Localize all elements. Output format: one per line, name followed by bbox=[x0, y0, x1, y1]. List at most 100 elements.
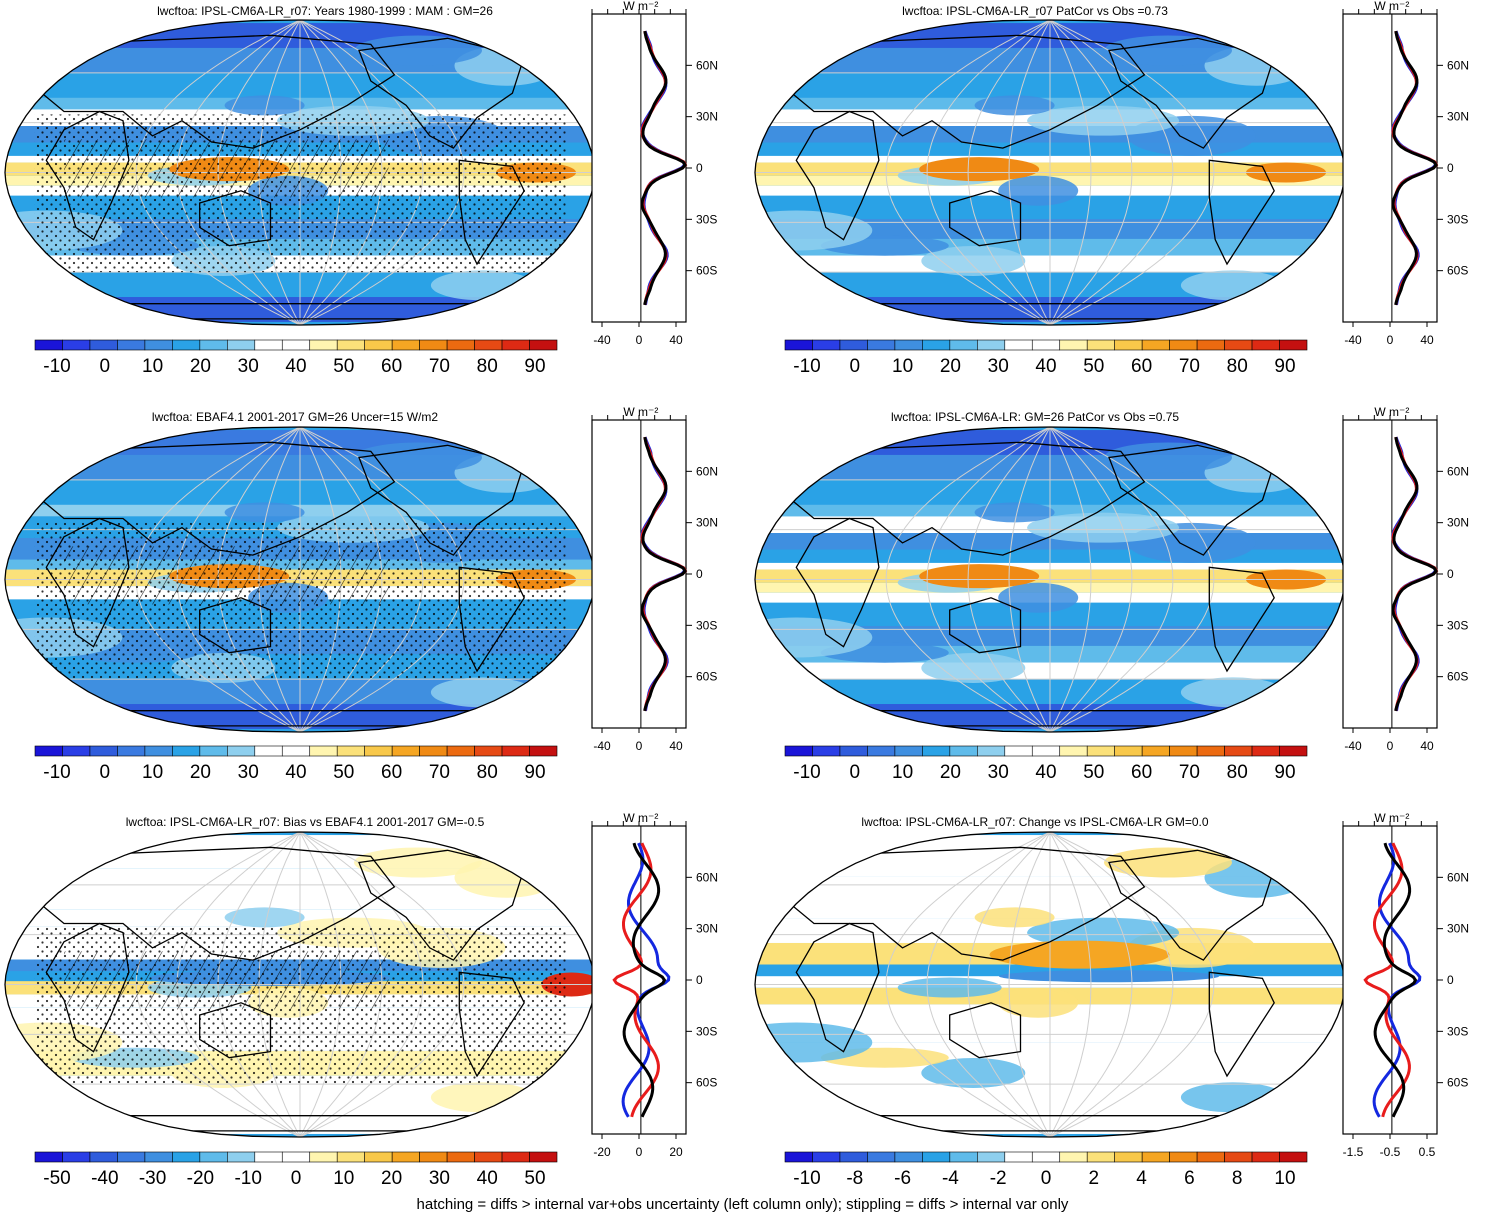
map-patch bbox=[5, 712, 146, 732]
colorbar-swatch bbox=[1031, 745, 1061, 757]
colorbar-label: 6 bbox=[1184, 1168, 1195, 1189]
colorbar-swatch bbox=[364, 745, 393, 757]
map-meridian bbox=[926, 20, 1051, 325]
colorbar-p3: -10 0 10 20 30 40 50 60 70 80 90 bbox=[34, 745, 558, 783]
map-patch bbox=[755, 1117, 896, 1137]
map-p3 bbox=[5, 427, 595, 732]
colorbar-p1: -10 0 10 20 30 40 50 60 70 80 90 bbox=[34, 339, 558, 377]
colorbar-label: 20 bbox=[940, 762, 961, 783]
colorbar-label: 90 bbox=[1274, 356, 1295, 377]
map-patch bbox=[354, 847, 482, 878]
map-p6 bbox=[755, 832, 1345, 1137]
colorbar-swatch bbox=[1169, 745, 1198, 757]
colorbar-p6: -10 -8 -6 -4 -2 0 2 4 6 8 10 bbox=[784, 1151, 1308, 1189]
map-patch bbox=[755, 71, 795, 91]
colorbar-swatch bbox=[309, 745, 338, 757]
colorbar-label: 40 bbox=[477, 1168, 498, 1189]
colorbar-swatch bbox=[117, 1151, 146, 1163]
colorbar-label: 50 bbox=[333, 356, 354, 377]
profile-xtick-label: -20 bbox=[593, 1145, 611, 1159]
colorbar-label: -10 bbox=[43, 762, 70, 783]
profile-xtick-label: 0 bbox=[636, 1145, 643, 1159]
map-meridian bbox=[1049, 427, 1133, 732]
colorbar-swatch bbox=[391, 339, 420, 351]
colorbar-swatch bbox=[419, 745, 448, 757]
map-p4 bbox=[755, 427, 1345, 732]
map-meridian bbox=[1049, 832, 1092, 1137]
colorbar-label: 50 bbox=[333, 762, 354, 783]
colorbar-swatch bbox=[1114, 1151, 1143, 1163]
colorbar-swatch bbox=[867, 1151, 896, 1163]
colorbar-swatch bbox=[922, 1151, 951, 1163]
colorbar-swatch bbox=[446, 339, 475, 351]
profile-lat-label: 30S bbox=[1447, 618, 1468, 632]
profile-unit: W m⁻² bbox=[623, 811, 658, 825]
map-patch bbox=[430, 270, 535, 301]
colorbar-swatch bbox=[1196, 339, 1225, 351]
profile-xtick-label: 0 bbox=[1387, 739, 1394, 753]
colorbar-swatch bbox=[89, 1151, 118, 1163]
map-outline bbox=[4, 831, 596, 1138]
colorbar-label: -10 bbox=[43, 356, 70, 377]
zonal-profile-p6: W m⁻² -1.5 -0.5 0.5 60N 30N 0 30S 60S bbox=[1342, 811, 1469, 1159]
map-outline bbox=[754, 19, 1346, 326]
colorbar-label: 50 bbox=[524, 1168, 545, 1189]
map-patch bbox=[974, 502, 1055, 523]
colorbar-label: 40 bbox=[285, 762, 306, 783]
profile-frame bbox=[1342, 419, 1438, 729]
map-coastline bbox=[783, 34, 1146, 149]
map-change-min bbox=[999, 970, 1219, 983]
map-coastline bbox=[795, 922, 880, 1053]
colorbar-swatch bbox=[1004, 1151, 1033, 1163]
colorbar-swatch bbox=[446, 1151, 475, 1163]
profile-unit: W m⁻² bbox=[623, 0, 658, 13]
map-patch bbox=[224, 95, 305, 116]
colorbar-swatch bbox=[1169, 1151, 1198, 1163]
colorbar-label: 20 bbox=[190, 762, 211, 783]
colorbar-swatch bbox=[474, 1151, 503, 1163]
profile-line bbox=[640, 436, 687, 712]
profile-xtick-label: -40 bbox=[593, 333, 611, 347]
colorbar-swatch bbox=[529, 1151, 558, 1163]
colorbar-swatch bbox=[281, 745, 311, 757]
colorbar-label: 50 bbox=[1083, 762, 1104, 783]
colorbar-swatch bbox=[1059, 745, 1088, 757]
map-meridian bbox=[1049, 20, 1215, 325]
map-patch bbox=[1104, 847, 1232, 878]
map-coastline bbox=[783, 846, 1146, 961]
colorbar-swatch bbox=[977, 1151, 1006, 1163]
map-patch bbox=[5, 478, 45, 498]
colorbar-swatch bbox=[281, 1151, 311, 1163]
map-hatching bbox=[64, 139, 389, 198]
panel-p6: -10 -8 -6 -4 -2 0 2 4 6 8 10 W m⁻² -1.5 -0.5 0.5 60N 30N… bbox=[754, 811, 1469, 1189]
colorbar-label: 70 bbox=[429, 762, 450, 783]
profile-line bbox=[612, 842, 660, 1118]
colorbar-swatch bbox=[1279, 745, 1308, 757]
profile-line bbox=[1363, 842, 1411, 1118]
colorbar-label: 30 bbox=[988, 762, 1009, 783]
map-title-p3: lwcftoa: EBAF4.1 2001-2017 GM=26 Uncer=1… bbox=[151, 410, 439, 424]
profile-frame bbox=[591, 13, 687, 323]
colorbar-swatch bbox=[336, 745, 365, 757]
profile-lat-label: 0 bbox=[696, 973, 703, 987]
map-meridian bbox=[967, 832, 1051, 1137]
colorbar-swatch bbox=[894, 1151, 923, 1163]
map-patch bbox=[998, 582, 1079, 613]
colorbar-swatch bbox=[977, 339, 1006, 351]
profile-unit: W m⁻² bbox=[623, 405, 658, 419]
colorbar-swatch bbox=[1251, 1151, 1280, 1163]
colorbar-label: 90 bbox=[1274, 762, 1295, 783]
colorbar-swatch bbox=[529, 745, 558, 757]
colorbar-label: -10 bbox=[793, 1168, 820, 1189]
colorbar-label: -2 bbox=[990, 1168, 1007, 1189]
colorbar-swatch bbox=[1086, 745, 1115, 757]
colorbar-label: 40 bbox=[1035, 356, 1056, 377]
colorbar-swatch bbox=[839, 339, 868, 351]
colorbar-swatch bbox=[474, 339, 503, 351]
colorbar-swatch bbox=[812, 339, 841, 351]
colorbar-swatch bbox=[1004, 745, 1033, 757]
profile-xtick-label: 0 bbox=[636, 739, 643, 753]
colorbar-swatch bbox=[336, 1151, 365, 1163]
colorbar-swatch bbox=[949, 745, 978, 757]
colorbar-label: -50 bbox=[43, 1168, 70, 1189]
